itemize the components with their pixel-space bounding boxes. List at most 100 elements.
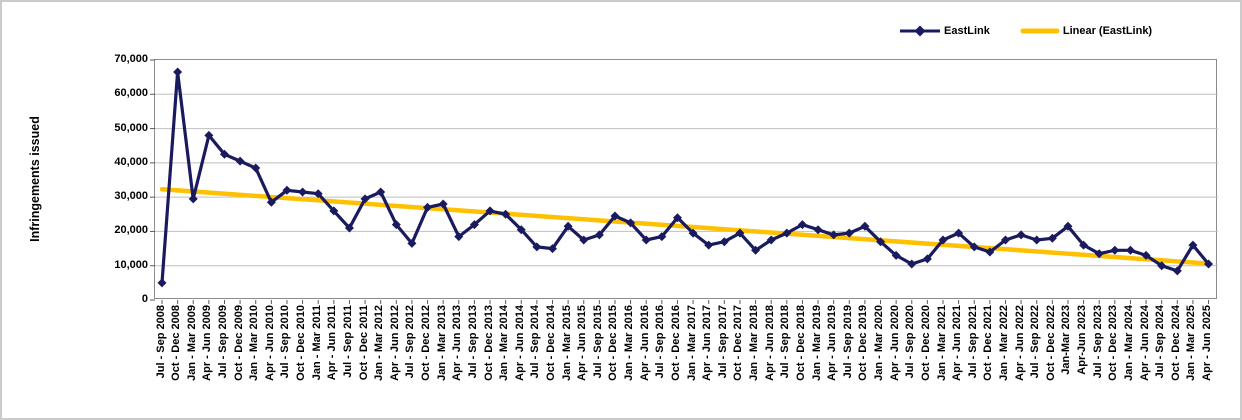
data-point-marker	[594, 230, 604, 240]
data-point-marker	[1079, 240, 1089, 250]
data-point-marker	[1125, 245, 1135, 255]
y-axis-tick-label: 20,000	[114, 224, 148, 237]
data-point-marker	[1110, 245, 1120, 255]
data-point-marker	[907, 259, 917, 269]
x-axis-tick-label: Oct - Dec 2011	[357, 305, 370, 381]
x-axis-tick-label: Oct - Dec 2008	[170, 305, 183, 381]
data-point-marker	[813, 225, 823, 235]
data-point-marker	[485, 206, 495, 216]
x-axis-tick-label: Apr - Jun 2017	[701, 305, 714, 381]
x-axis-tick-label: Jan - Mar 2010	[248, 305, 261, 381]
data-point-marker	[188, 194, 198, 204]
x-axis-tick-label: Jul - Sep 2013	[466, 305, 479, 379]
y-axis-tick-label: 60,000	[114, 87, 148, 100]
y-axis-tick-label: 10,000	[114, 258, 148, 271]
chart-canvas	[150, 59, 1218, 304]
x-axis-tick-label: Oct - Dec 2018	[794, 305, 807, 381]
trendline-icon	[1020, 28, 1060, 34]
y-axis-tick-label: 30,000	[114, 190, 148, 203]
legend-item-eastlink[interactable]: EastLink	[899, 25, 990, 37]
data-point-marker	[1172, 266, 1182, 276]
data-point-marker	[1063, 221, 1073, 231]
data-point-marker	[1188, 240, 1198, 250]
data-point-marker	[626, 218, 636, 228]
data-point-marker	[860, 221, 870, 231]
data-point-marker	[797, 220, 807, 230]
x-axis-tick-label: Apr - Jun 2020	[888, 305, 901, 381]
x-axis-tick-label: Oct - Dec 2012	[420, 305, 433, 381]
x-axis-tick-label: Apr - Jun 2010	[263, 305, 276, 381]
x-axis-tick-label: Oct - Dec 2020	[919, 305, 932, 381]
x-axis-tick-label: Jan - Mar 2009	[185, 305, 198, 381]
data-point-marker	[282, 185, 292, 195]
legend-item-linear-eastlink[interactable]: Linear (EastLink)	[1020, 25, 1152, 37]
x-axis-tick-label: Jan - Mar 2024	[1122, 305, 1135, 381]
x-axis-tick-label: Jul - Sep 2022	[1029, 305, 1042, 379]
x-axis-tick-label: Oct - Dec 2019	[857, 305, 870, 381]
y-axis-title: Infringements issued	[28, 116, 42, 242]
x-axis-tick-label: Jan - Mar 2019	[810, 305, 823, 381]
data-point-marker	[251, 163, 261, 173]
data-point-marker	[751, 245, 761, 255]
data-point-marker	[157, 278, 167, 288]
data-point-marker	[1204, 259, 1214, 269]
data-point-marker	[407, 238, 417, 248]
x-axis-tick-label: Oct - Dec 2010	[295, 305, 308, 381]
data-point-marker	[688, 228, 698, 238]
data-point-marker	[454, 232, 464, 242]
x-axis-tick-label: Oct - Dec 2021	[982, 305, 995, 381]
y-axis-tick-label: 70,000	[114, 53, 148, 65]
legend: EastLink Linear (EastLink)	[899, 25, 1152, 37]
x-axis-tick-label: Apr - Jun 2021	[951, 305, 964, 381]
data-point-marker	[1047, 233, 1057, 243]
data-point-marker	[1000, 235, 1010, 245]
data-point-marker	[469, 220, 479, 230]
data-point-marker	[782, 228, 792, 238]
data-point-marker	[376, 187, 386, 197]
y-axis-tick-label: 40,000	[114, 155, 148, 168]
x-axis-tick-label: Jul - Sep 2015	[591, 305, 604, 379]
data-point-marker	[235, 156, 245, 166]
x-axis-tick-label: Oct - Dec 2009	[232, 305, 245, 381]
x-axis-tick-label: Apr - Jun 2009	[201, 305, 214, 381]
data-point-marker	[938, 235, 948, 245]
data-point-marker	[922, 254, 932, 264]
x-axis-tick-label: Apr - Jun 2025	[1201, 305, 1214, 381]
data-point-marker	[610, 211, 620, 221]
x-axis-tick-label: Apr-Jun 2023	[1076, 305, 1089, 375]
data-point-marker	[579, 235, 589, 245]
data-point-marker	[563, 221, 573, 231]
data-point-marker	[1094, 249, 1104, 259]
data-point-marker	[1157, 261, 1167, 271]
x-axis-tick-label: Oct - Dec 2023	[1107, 305, 1120, 381]
data-point-marker	[298, 187, 308, 197]
x-axis-tick-label: Jan - Mar 2018	[748, 305, 761, 381]
x-axis-tick-label: Jan - Mar 2013	[435, 305, 448, 381]
x-axis-tick-label: Jan-Mar 2023	[1060, 305, 1073, 375]
data-point-marker	[891, 250, 901, 260]
x-axis-tick-label: Apr - Jun 2011	[326, 305, 339, 381]
plot-area	[150, 59, 1218, 304]
data-point-marker	[501, 209, 511, 219]
data-point-marker	[173, 67, 183, 77]
data-point-marker	[313, 189, 323, 199]
data-point-marker	[1141, 250, 1151, 260]
x-axis-tick-label: Oct - Dec 2022	[1044, 305, 1057, 381]
data-point-marker	[516, 225, 526, 235]
x-axis-tick-label: Apr - Jun 2012	[388, 305, 401, 381]
x-axis-tick-label: Jul - Sep 2021	[966, 305, 979, 379]
x-axis-tick-label: Oct - Dec 2014	[545, 305, 557, 381]
data-point-marker	[548, 244, 557, 254]
x-axis-tick-label: Oct - Dec 2016	[669, 305, 682, 381]
data-point-marker	[672, 213, 682, 223]
x-axis-tick-label: Jul - Sep 2019	[841, 305, 854, 379]
x-axis-tick-label: Apr - Jun 2022	[1013, 305, 1026, 381]
x-axis-tick-label: Jan - Mar 2011	[310, 305, 323, 381]
data-point-marker	[829, 230, 839, 240]
data-point-marker	[391, 220, 401, 230]
legend-label-linear-eastlink: Linear (EastLink)	[1062, 25, 1153, 37]
x-axis-tick-label: Oct - Dec 2013	[482, 305, 495, 381]
x-axis-tick-label: Apr - Jun 2015	[576, 305, 589, 381]
x-axis-tick-label: Jul - Sep 2011	[341, 305, 354, 378]
